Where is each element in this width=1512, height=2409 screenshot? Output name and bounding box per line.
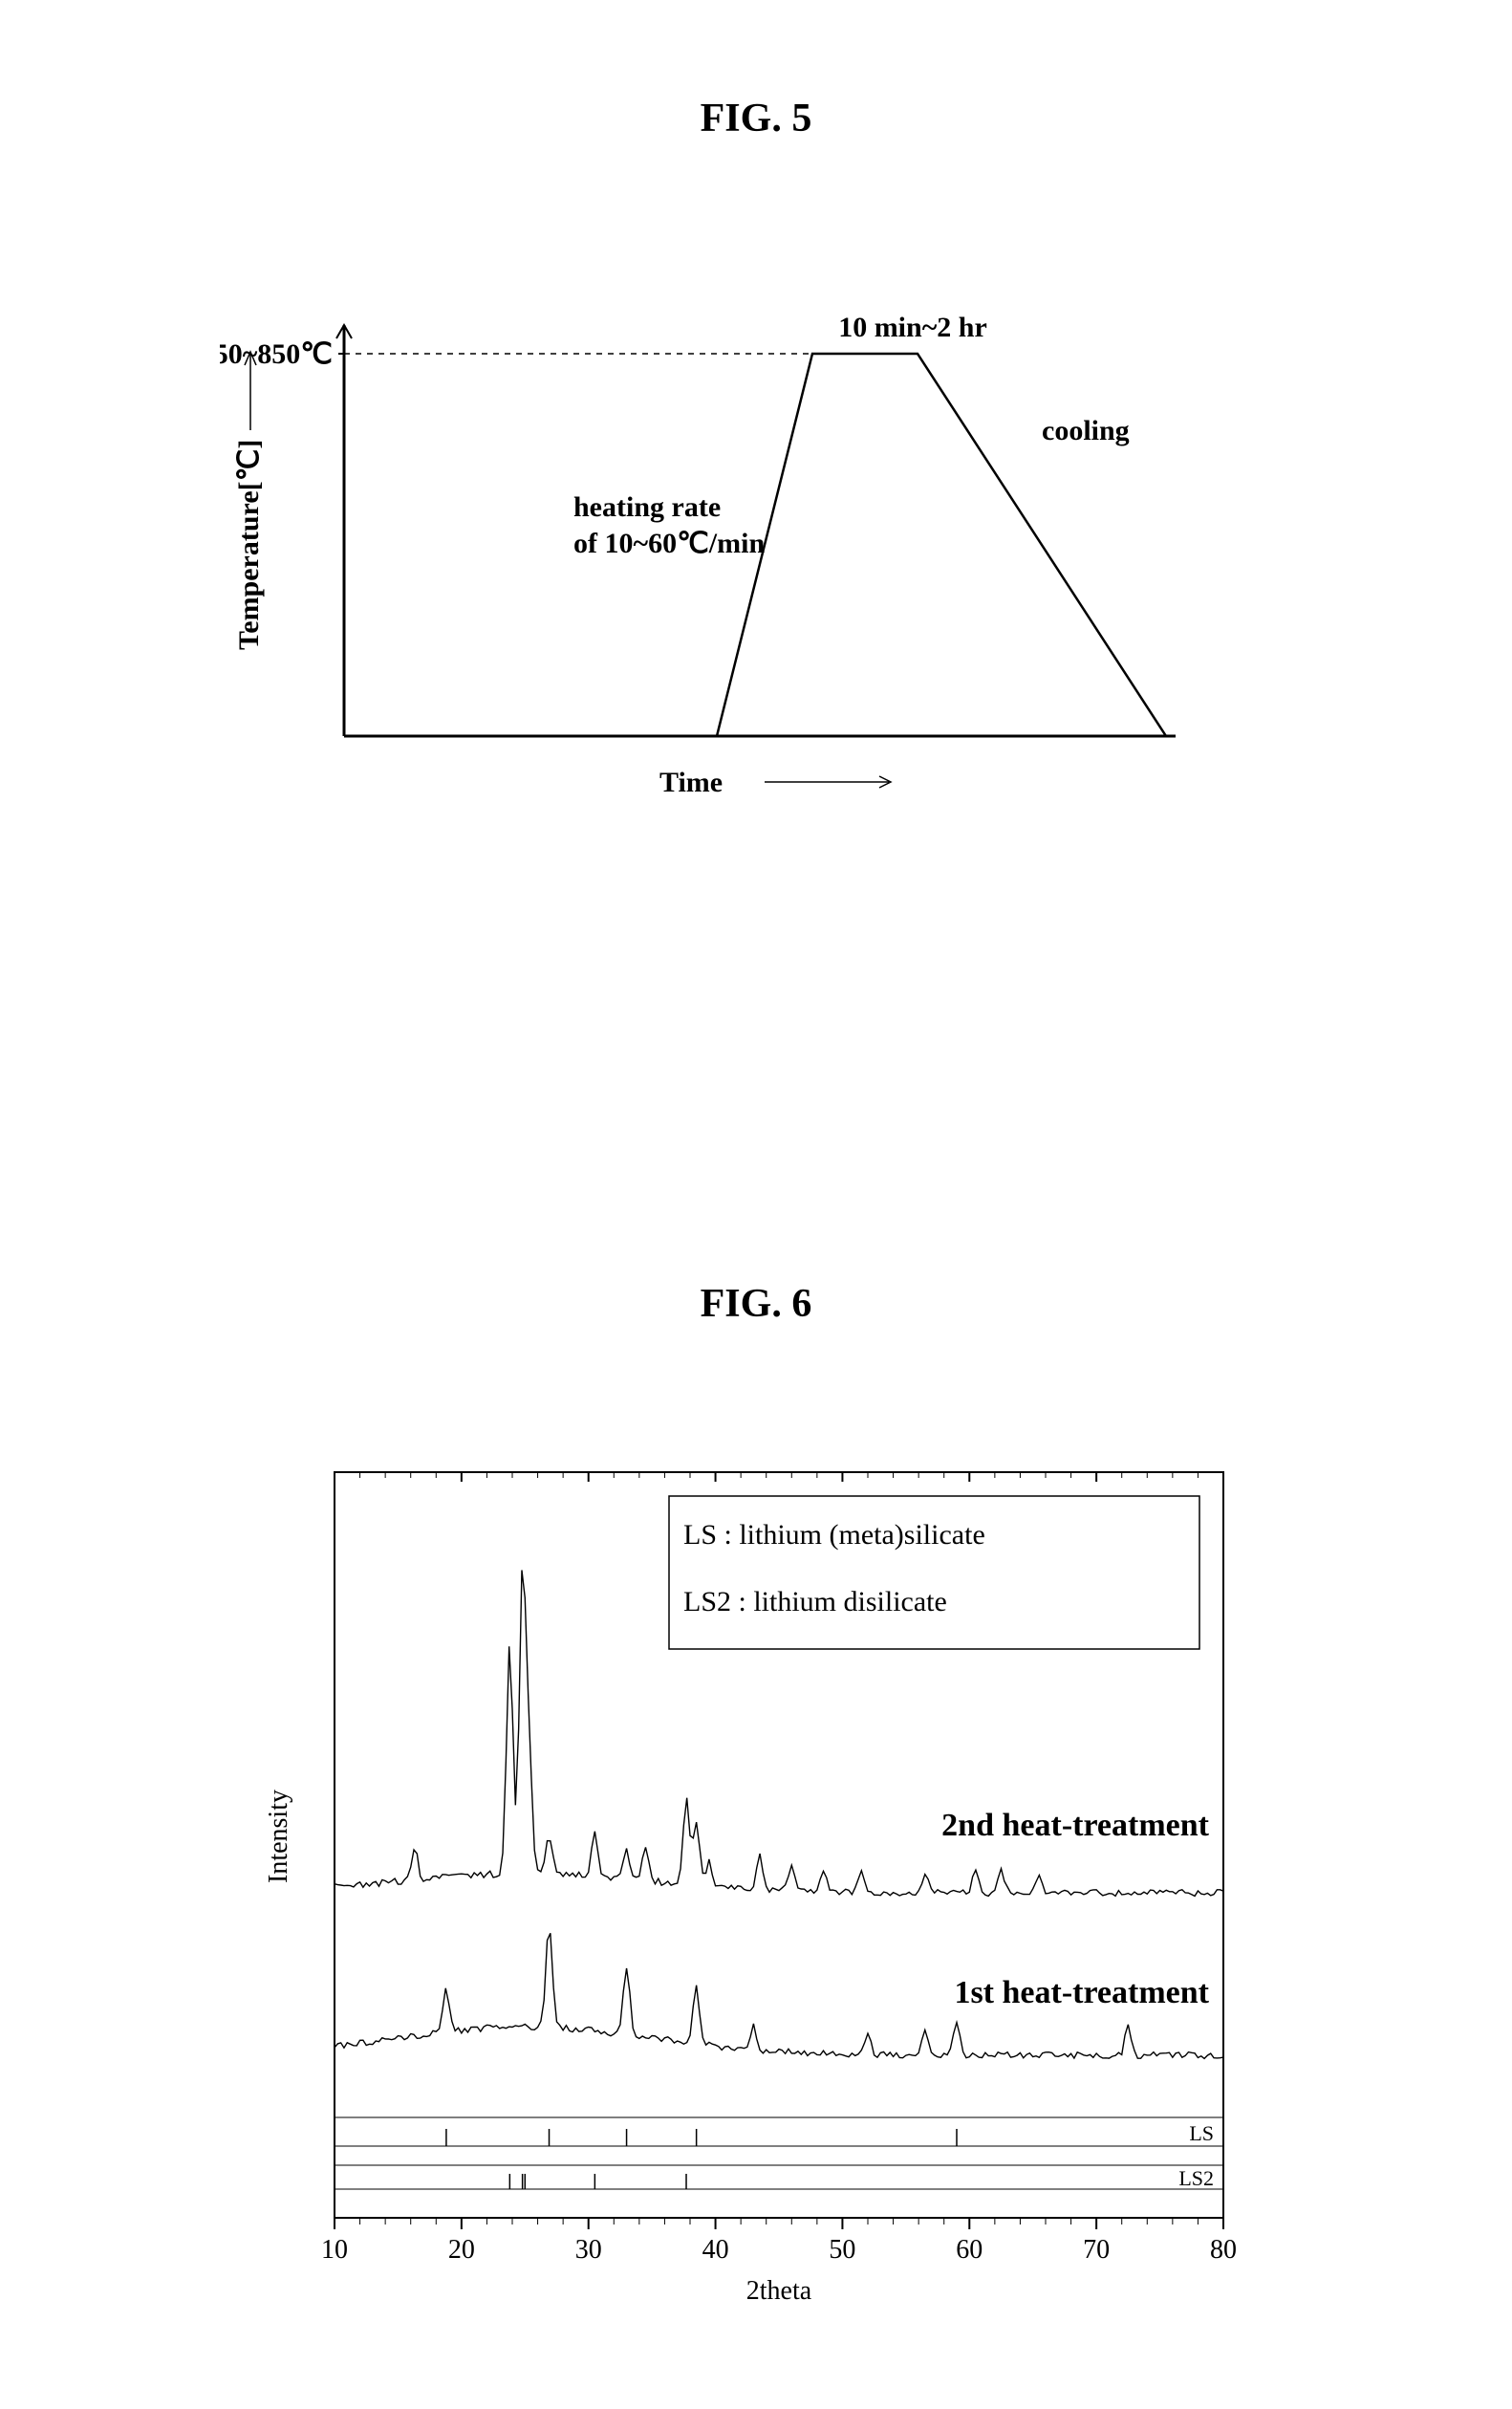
xtick-label: 30	[575, 2235, 602, 2265]
heating-label-1: heating rate	[573, 491, 721, 523]
curve2-label: 2nd heat-treatment	[941, 1808, 1209, 1843]
cooling-label: cooling	[1042, 415, 1130, 446]
heating-label-2: of 10~60℃/min	[573, 528, 765, 559]
fig5-title: FIG. 5	[0, 96, 1512, 141]
ls-label: LS	[1189, 2121, 1214, 2145]
xtick-label: 60	[956, 2235, 983, 2265]
temp-tick-label: 750~850℃	[220, 338, 333, 370]
xtick-label: 20	[448, 2235, 475, 2265]
y-axis-label: Temperature[℃]	[233, 440, 265, 650]
xtick-label: 50	[829, 2235, 855, 2265]
xtick-label: 70	[1083, 2235, 1110, 2265]
xtick-label: 80	[1210, 2235, 1237, 2265]
legend-line1: LS : lithium (meta)silicate	[683, 1519, 985, 1551]
xtick-label: 10	[321, 2235, 348, 2265]
fig6-chart: 10 20 30 40 50 60 70 80 2theta Intensity LS : lith…	[220, 1434, 1290, 2313]
fig6-title: FIG. 6	[0, 1281, 1512, 1327]
fig5-chart: 750~850℃ 10 min~2 hr heating rate of 10~60℃…	[220, 296, 1290, 832]
curve1-label: 1st heat-treatment	[954, 1975, 1209, 2010]
x-axis-label: 2theta	[746, 2276, 812, 2306]
legend-line2: LS2 : lithium disilicate	[683, 1586, 947, 1617]
y-axis-label: Intensity	[264, 1790, 293, 1883]
ls2-label: LS2	[1178, 2166, 1214, 2190]
hold-label: 10 min~2 hr	[838, 312, 987, 343]
x-axis-label: Time	[659, 767, 723, 798]
xtick-label: 40	[702, 2235, 729, 2265]
